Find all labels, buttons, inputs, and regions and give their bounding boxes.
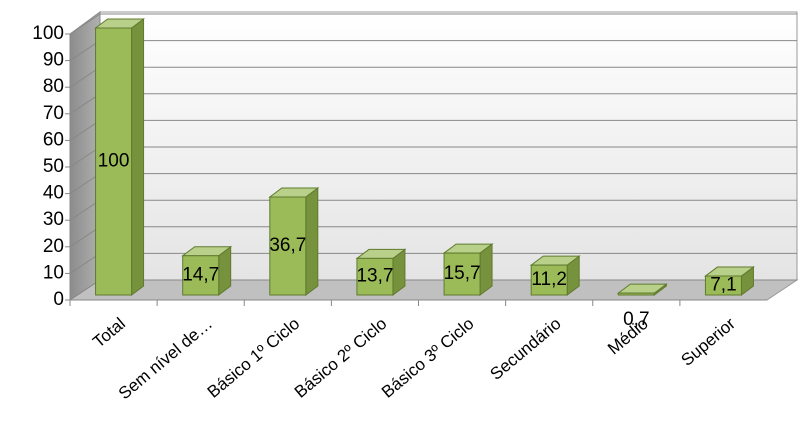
bar-side (131, 18, 145, 296)
bar-front (269, 196, 307, 296)
bar (355, 248, 407, 296)
bar (529, 255, 581, 296)
value-label: 15,7 (444, 263, 481, 284)
x-tick-label: Sem nível de… (115, 314, 216, 403)
back-wall (99, 11, 798, 281)
bar-front (617, 292, 655, 296)
bar-front (704, 275, 742, 296)
value-label: 11,2 (531, 269, 567, 290)
y-tick-label: 80 (43, 76, 64, 97)
x-tick-label: Superior (677, 314, 739, 370)
value-label: 0,7 (623, 309, 649, 330)
grid-line (69, 13, 797, 35)
bar-side (305, 187, 319, 296)
bar-front (356, 257, 394, 296)
bar (181, 245, 233, 296)
value-label: 36,7 (269, 235, 306, 256)
bar (94, 18, 146, 296)
bar (616, 283, 668, 296)
bar (442, 243, 494, 296)
bar-front (443, 252, 481, 296)
y-tick-label: 90 (43, 50, 64, 71)
y-tick-label: 10 (43, 262, 64, 283)
bar-front (530, 264, 568, 296)
x-tick-label: Secundário (487, 314, 565, 384)
y-tick-label: 100 (32, 23, 64, 44)
value-label: 14,7 (182, 264, 219, 285)
value-label: 7,1 (710, 275, 736, 296)
bar-front (182, 255, 220, 296)
bar (703, 266, 755, 296)
x-tick-label: Básico 2º Ciclo (291, 314, 390, 402)
value-label: 13,7 (356, 266, 393, 287)
bar (268, 187, 320, 296)
y-tick-label: 0 (53, 289, 64, 310)
x-tick-label: Básico 1º Ciclo (204, 314, 303, 402)
y-tick-label: 40 (43, 183, 64, 204)
y-tick-label: 70 (43, 103, 64, 124)
x-tick-label: Total (89, 314, 129, 352)
y-tick-label: 50 (43, 156, 64, 177)
value-label: 100 (98, 151, 130, 172)
x-tick-label: Básico 3º Ciclo (378, 314, 477, 402)
bar-front (95, 27, 133, 296)
y-tick-label: 30 (43, 209, 64, 230)
floor (68, 279, 799, 301)
y-tick-label: 60 (43, 129, 64, 150)
y-tick-label: 20 (43, 236, 64, 257)
